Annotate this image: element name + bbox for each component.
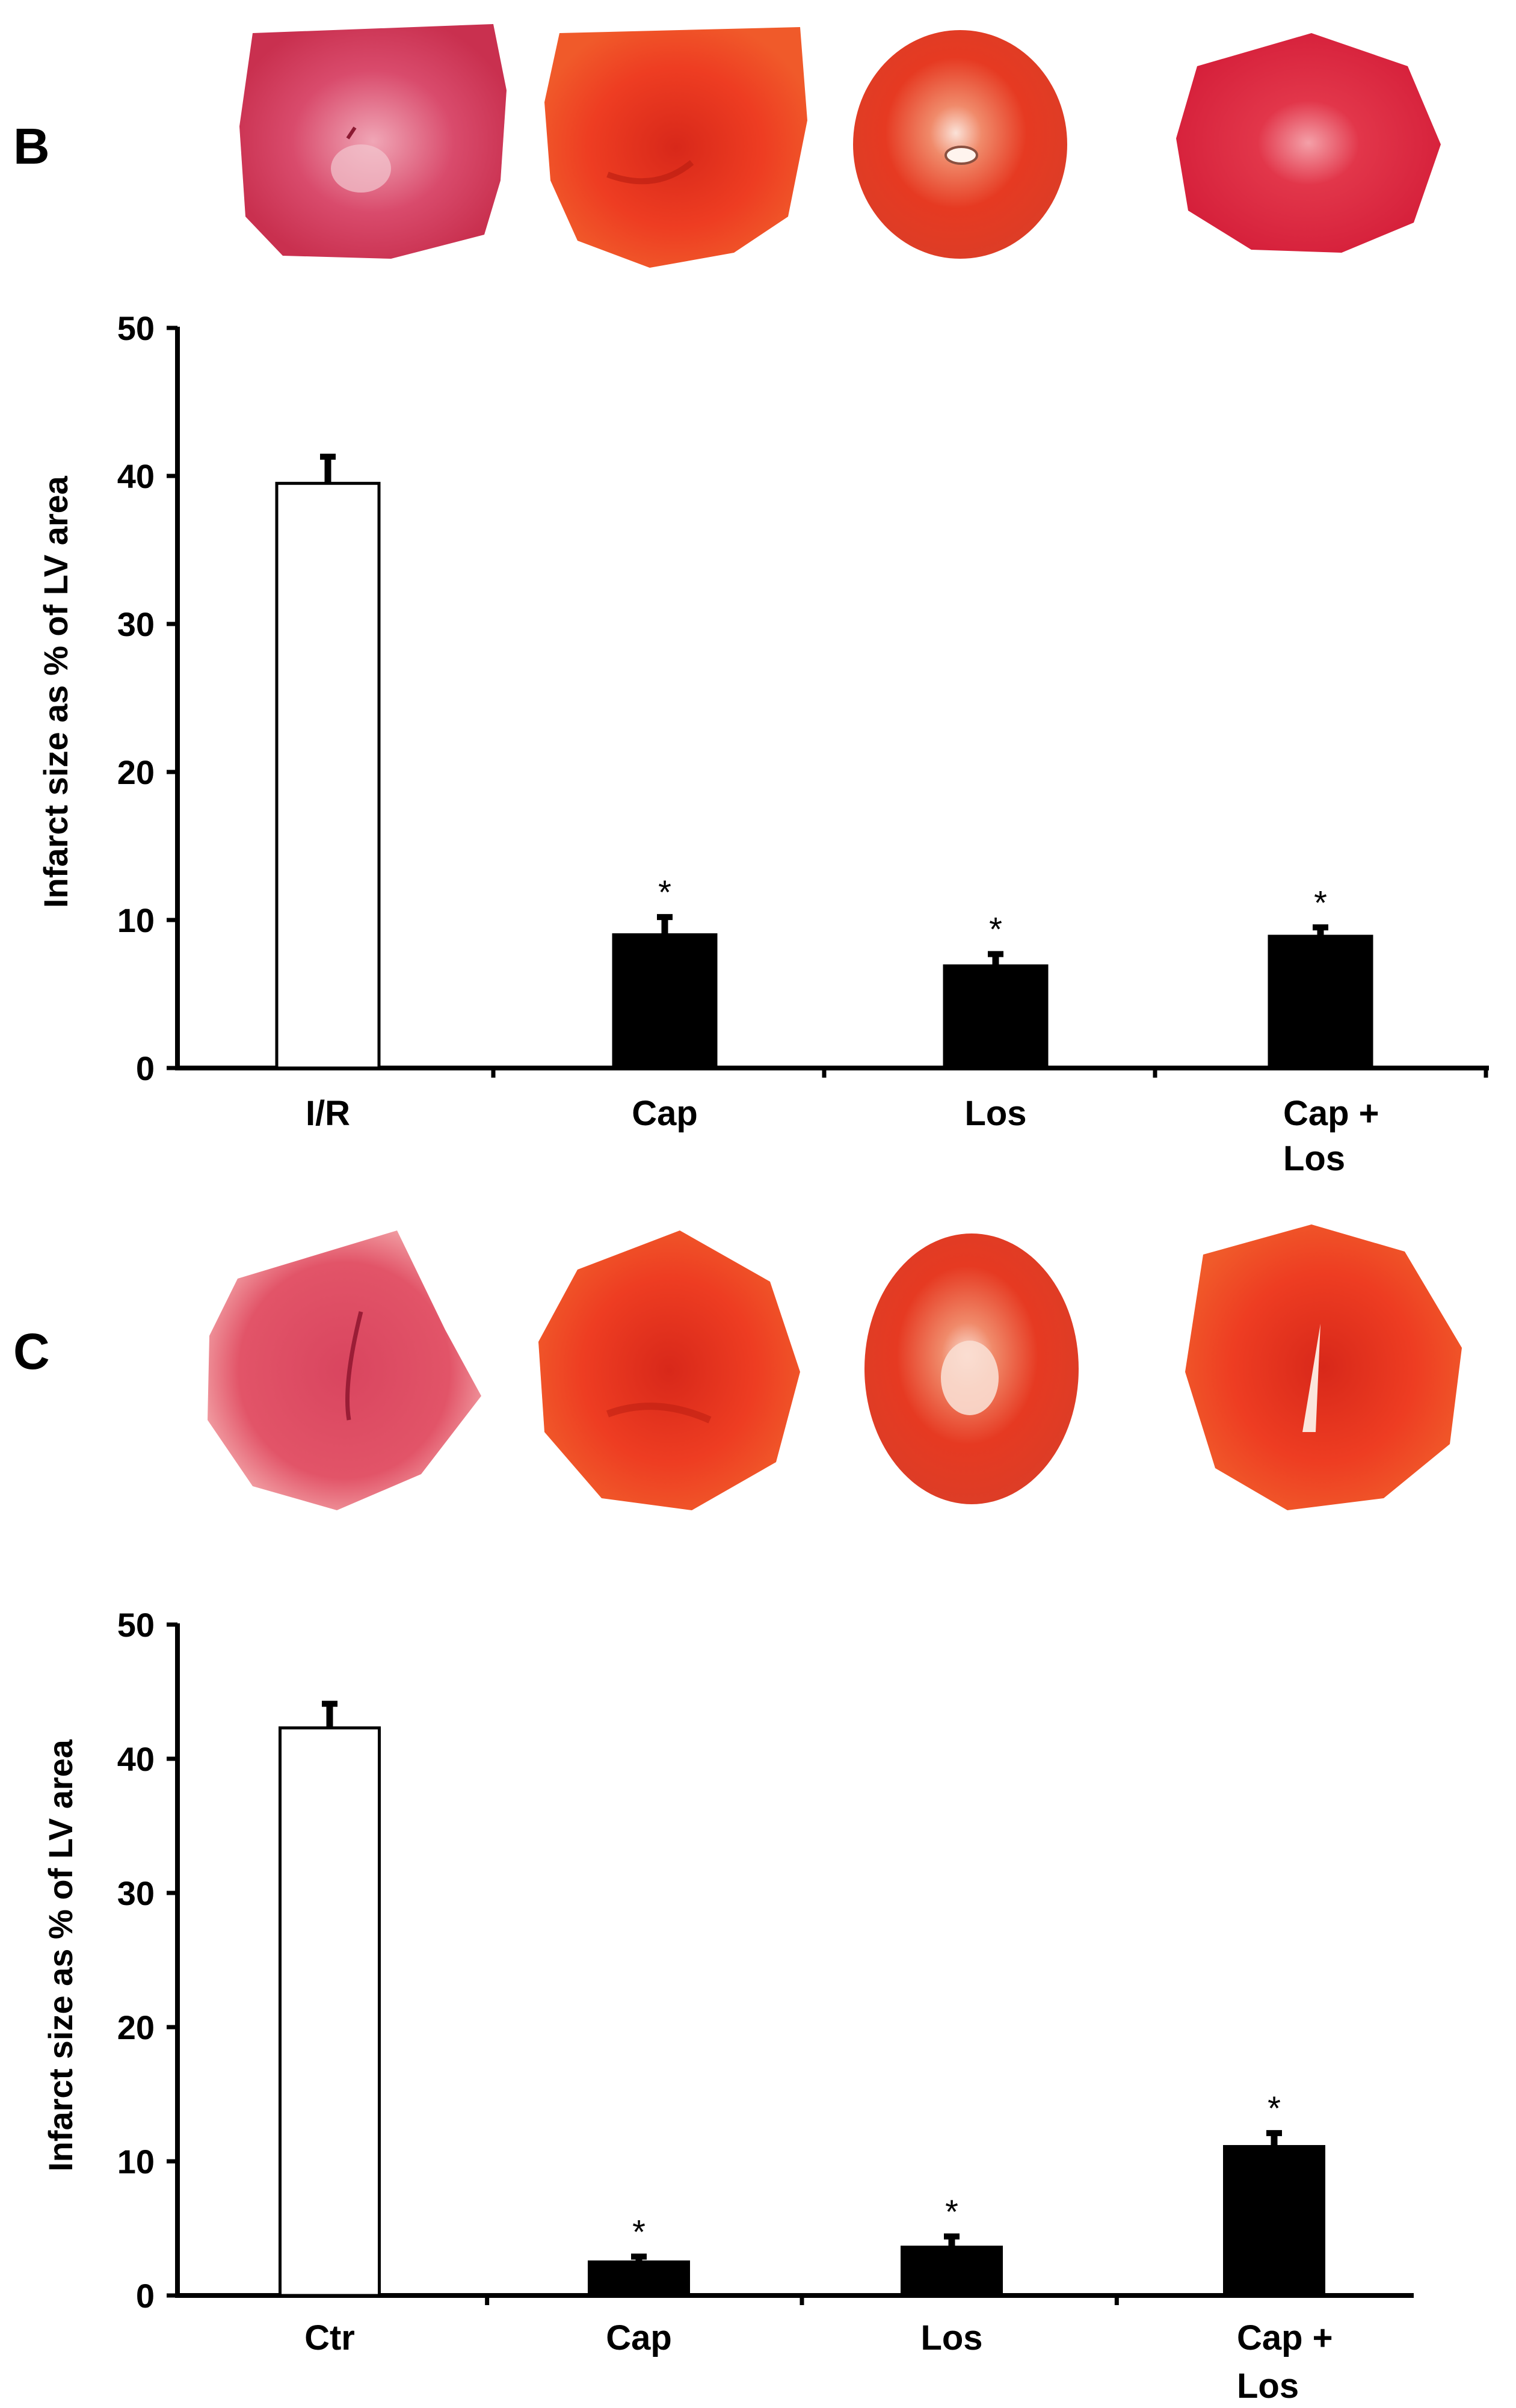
chart-b-significance-marker: * (1314, 883, 1327, 921)
chart-b-bar (275, 481, 381, 1070)
chart-b-category-label: Los (964, 1094, 1026, 1133)
chart-b-significance-marker: * (658, 873, 671, 911)
chart-c-significance-marker: * (945, 2193, 958, 2230)
heart-slice-cap (544, 27, 807, 268)
chart-b-y-tick-label: 30 (117, 605, 155, 643)
chart-b-y-tick-label: 10 (117, 901, 155, 939)
chart-c-y-tick-label: 0 (136, 2277, 155, 2315)
chart-c-y-tick-label: 30 (117, 1874, 155, 1912)
heart-slice-los (864, 1233, 1079, 1504)
chart-b-category-label: Los (1283, 1139, 1345, 1178)
chart-c-category-label: Ctr (304, 2318, 355, 2357)
chart-c-category-label: Cap (606, 2318, 672, 2357)
chart-b-bar (612, 933, 718, 1070)
chart-b-bar (943, 964, 1049, 1070)
chart-c-y-tick-label: 20 (117, 2008, 155, 2046)
heart-slice-los (853, 30, 1067, 259)
chart-b-category-label: Cap + (1283, 1094, 1379, 1133)
heart-slice-ctr (208, 1230, 481, 1510)
chart-c-bar (279, 1726, 381, 2297)
heart-slice-cap-los (1185, 1224, 1462, 1510)
chart-b: Infarct size as % of LV area 0 10 20 30 40 50… (37, 309, 1489, 1178)
chart-c-significance-marker: * (1268, 2089, 1281, 2127)
chart-b-significance-marker: * (989, 910, 1002, 948)
heart-slice-cap-los (1176, 33, 1441, 253)
panel-c-heart-images: C (13, 1224, 1462, 1510)
chart-b-y-tick-label: 20 (117, 753, 155, 791)
panel-b-letter: B (13, 118, 50, 174)
chart-b-category-label: I/R (306, 1094, 350, 1133)
chart-b-y-tick-label: 50 (117, 309, 155, 347)
chart-c-y-axis-title: Infarct size as % of LV area (42, 1739, 79, 2172)
chart-c-category-label: Los (920, 2318, 982, 2357)
chart-b-y-axis-title: Infarct size as % of LV area (37, 475, 75, 908)
chart-c-plot-area: 0 10 20 30 40 50 Ctr * Cap * Los * Cap + Los (117, 1606, 1414, 2406)
chart-c-bar (1223, 2144, 1325, 2297)
chart-b-y-tick-label: 0 (136, 1049, 155, 1087)
chart-c-category-label: Los (1237, 2366, 1299, 2406)
chart-c: Infarct size as % of LV area 0 10 20 30 40 50… (42, 1606, 1414, 2406)
chart-b-bar (1268, 934, 1373, 1070)
chart-c-category-label: Cap + (1237, 2318, 1333, 2357)
heart-slice-cap (538, 1230, 800, 1510)
chart-c-significance-marker: * (632, 2212, 646, 2250)
chart-c-y-tick-label: 10 (117, 2143, 155, 2181)
chart-c-y-tick-label: 40 (117, 1740, 155, 1778)
chart-c-bar (901, 2246, 1003, 2297)
chart-b-plot-area: 0 10 20 30 40 50 I/R * Cap * Los * Cap + Los (117, 309, 1489, 1178)
chart-c-y-tick-label: 50 (117, 1606, 155, 1644)
panel-c-letter: C (13, 1323, 50, 1380)
chart-c-bar (588, 2260, 690, 2297)
heart-slice-ir (239, 24, 507, 259)
chart-b-y-tick-label: 40 (117, 457, 155, 495)
chart-b-category-label: Cap (632, 1094, 698, 1133)
panel-b-heart-images: B (13, 24, 1441, 268)
